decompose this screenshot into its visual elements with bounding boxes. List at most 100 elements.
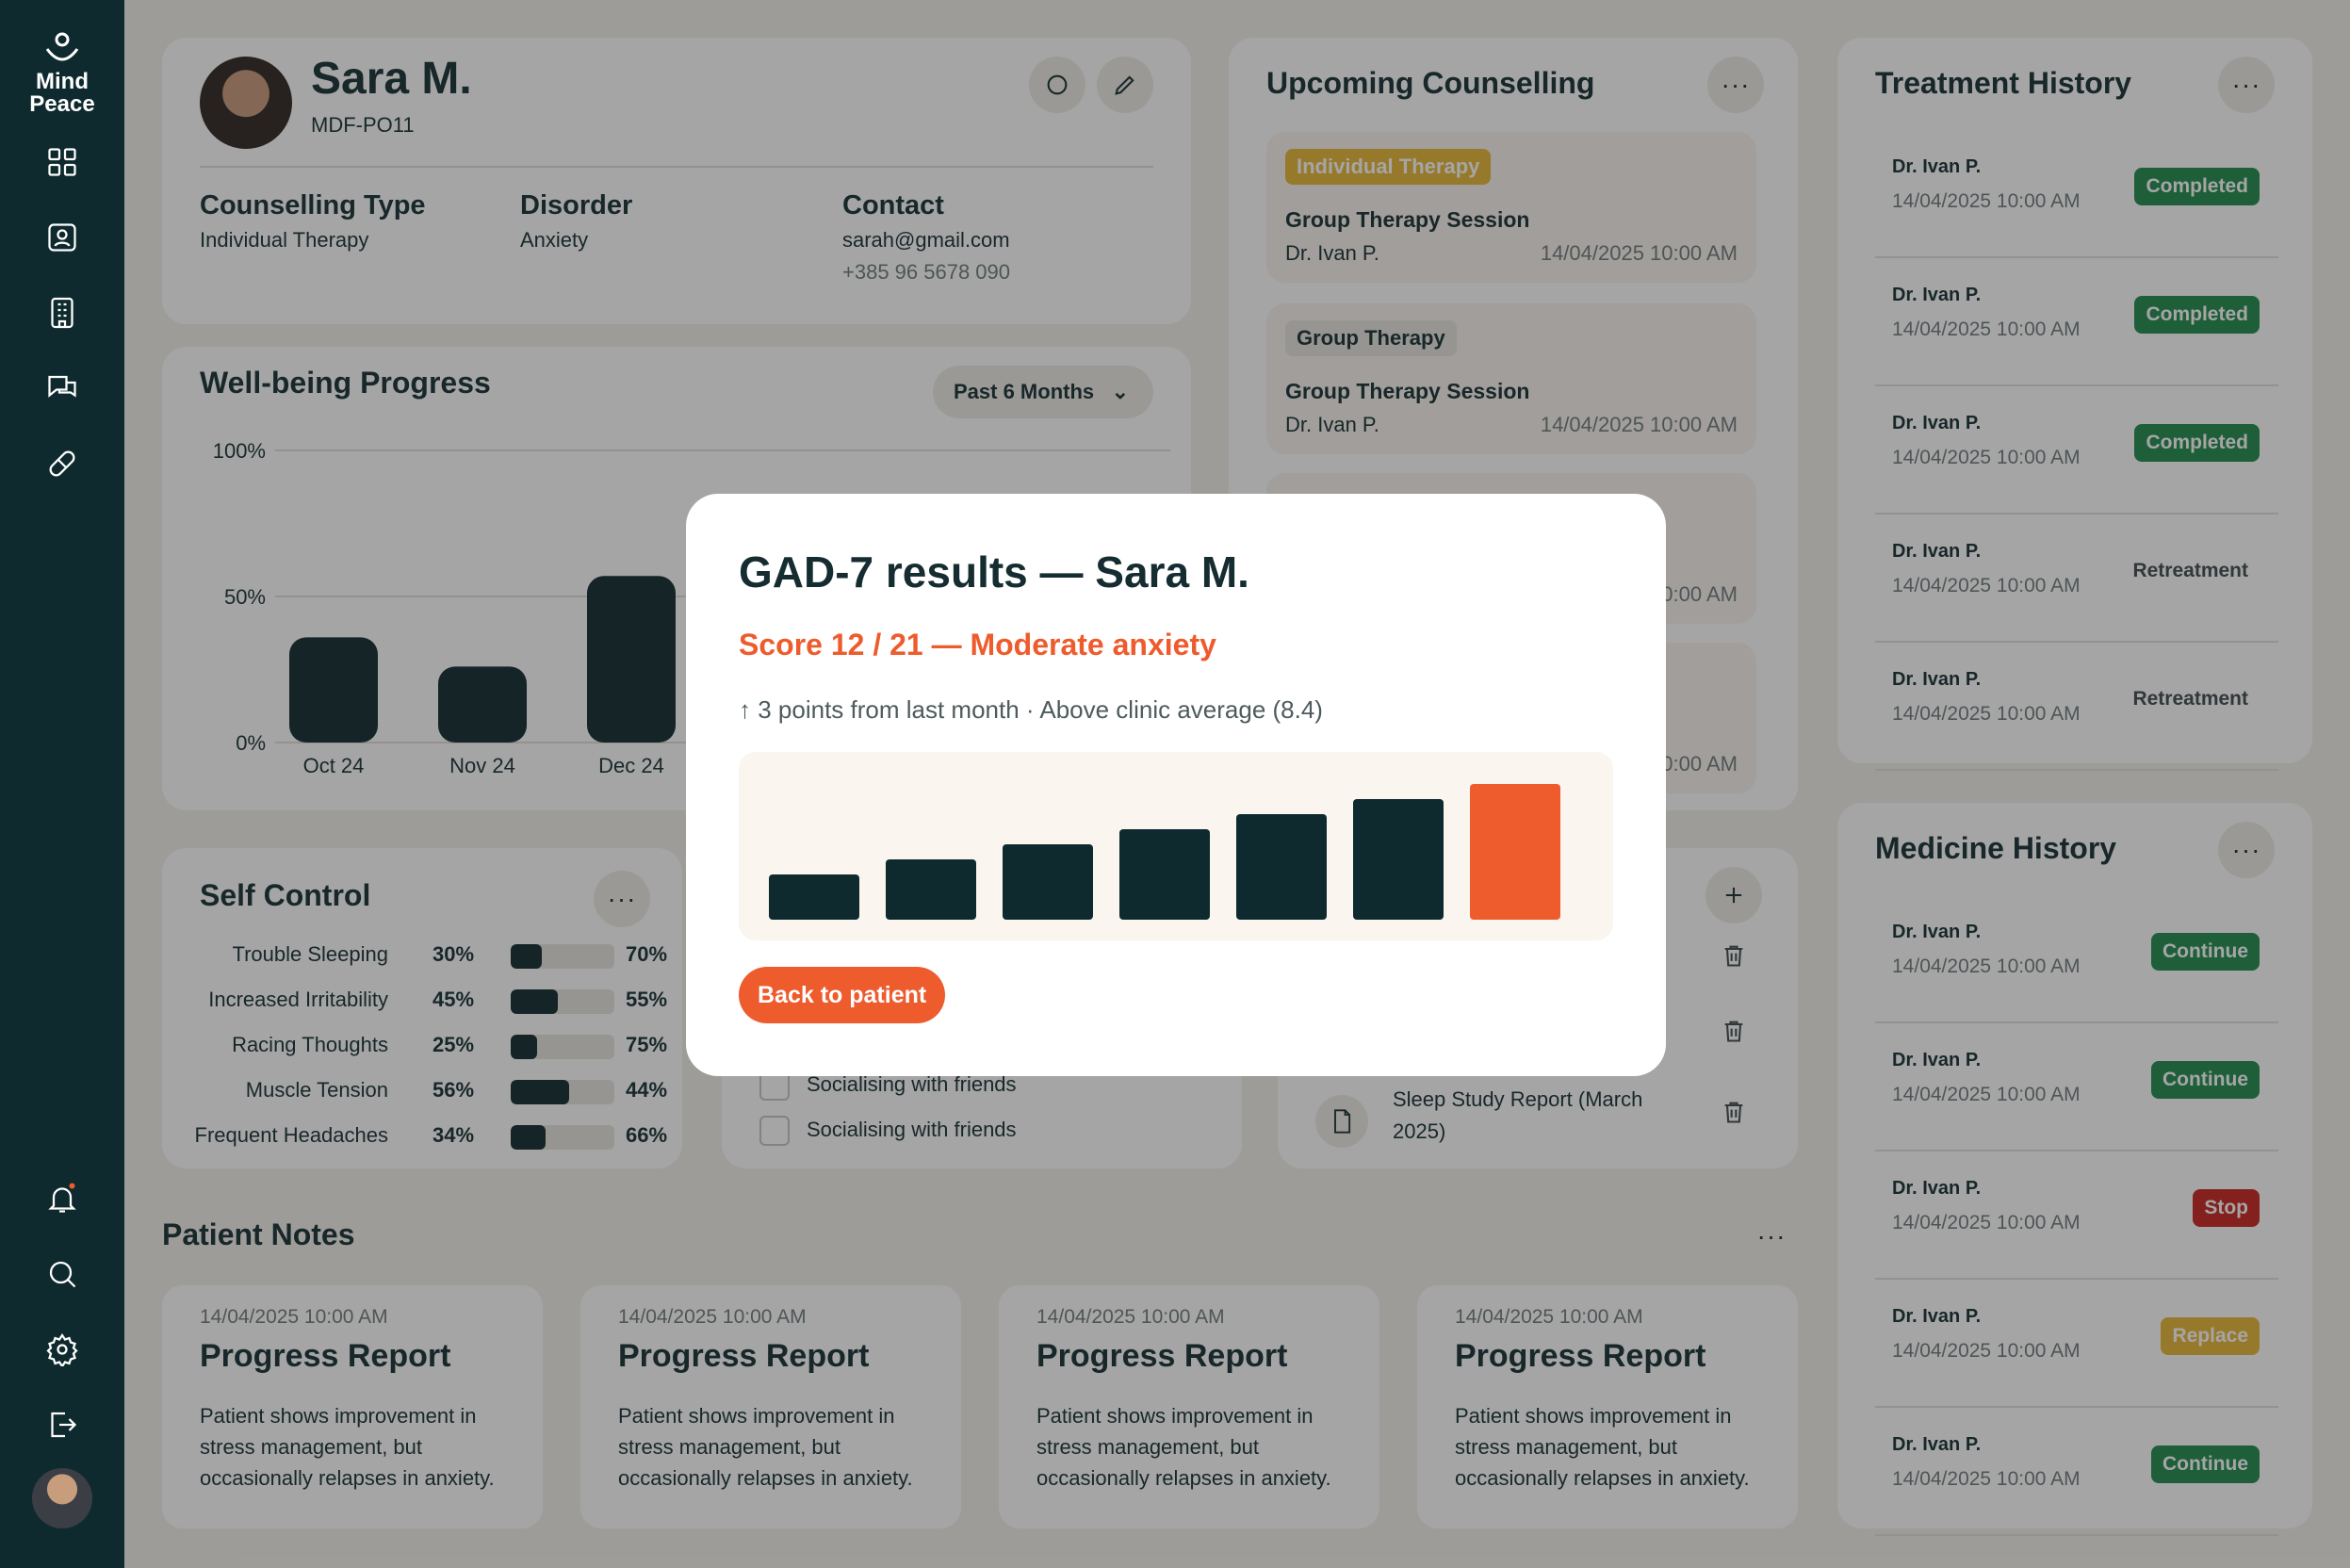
patient-profile-icon[interactable]: [41, 217, 83, 258]
search-icon[interactable]: [41, 1253, 83, 1295]
divider: [200, 166, 1153, 168]
gad7-score-bar: [769, 874, 859, 920]
pencil-icon: [1115, 75, 1134, 95]
message-button[interactable]: [1029, 57, 1085, 113]
gad7-results-modal: GAD-7 results — Sara M. Score 12 / 21 — …: [686, 494, 1666, 1076]
building-icon[interactable]: [41, 292, 83, 334]
app-logo: Mind Peace: [0, 32, 124, 116]
medicine-history-card: Medicine History ··· Dr. Ivan P. 14/04/20…: [1837, 803, 2312, 1536]
note-card[interactable]: 14/04/2025 10:00 AM Progress Report Patien…: [999, 1285, 1379, 1528]
self-control-more-button[interactable]: ···: [594, 871, 650, 927]
treatment-history-card: Treatment History ··· Dr. Ivan P. 14/04/2…: [1837, 38, 2312, 771]
symptom-progress-bar: [511, 1125, 614, 1150]
treatment-history-item[interactable]: Dr. Ivan P. 14/04/2025 10:00 AM Retreatmen…: [1875, 516, 2278, 643]
gad7-history-chart: [739, 752, 1613, 940]
edit-button[interactable]: [1097, 57, 1153, 113]
upcoming-title: Upcoming Counselling: [1266, 66, 1595, 100]
trash-icon[interactable]: [1705, 1018, 1762, 1055]
symptom-progress-bar: [511, 944, 614, 969]
add-document-button[interactable]: [1705, 867, 1762, 923]
document-name[interactable]: Sleep Study Report (March 2025): [1393, 1087, 1643, 1143]
self-control-title: Self Control: [200, 878, 371, 912]
lotus-logo-icon: [45, 32, 79, 61]
doctor-name: Dr. Ivan P.: [1892, 156, 1982, 177]
note-title: Progress Report: [200, 1338, 451, 1374]
dashboard-icon[interactable]: [41, 141, 83, 183]
note-body: Patient shows improvement in stress mana…: [618, 1404, 913, 1490]
medicine-pill-icon[interactable]: [41, 443, 83, 484]
progress-fill: [511, 989, 558, 1014]
trash-icon[interactable]: [1705, 942, 1762, 980]
y-tick-label: 50%: [224, 585, 266, 609]
session-time: 0:00 AM: [1661, 582, 1738, 606]
symptom-right-percent: 55%: [626, 988, 668, 1011]
treatment-more-button[interactable]: ···: [2218, 57, 2275, 113]
period-filter-label: Past 6 Months: [954, 380, 1095, 403]
session-time: 14/04/2025 10:00 AM: [1540, 241, 1738, 265]
session-card[interactable]: Group Therapy Group Therapy Session Dr. …: [1266, 303, 1756, 454]
session-title: Group Therapy Session: [1285, 379, 1530, 403]
wellbeing-bar[interactable]: [587, 576, 676, 743]
upcoming-more-button[interactable]: ···: [1707, 57, 1764, 113]
symptom-left-percent: 56%: [432, 1078, 475, 1102]
logo-line-1: Mind: [36, 69, 89, 94]
medicine-history-item[interactable]: Dr. Ivan P. 14/04/2025 10:00 AM Continue: [1875, 1410, 2278, 1536]
wellbeing-bar[interactable]: [438, 666, 527, 743]
treatment-history-item[interactable]: Dr. Ivan P. 14/04/2025 10:00 AM Completed: [1875, 388, 2278, 514]
medicine-history-item[interactable]: Dr. Ivan P. 14/04/2025 10:00 AM Continue: [1875, 897, 2278, 1023]
treatment-history-item[interactable]: Dr. Ivan P. 14/04/2025 10:00 AM Retreatmen…: [1875, 645, 2278, 771]
modal-score: Score 12 / 21 — Moderate anxiety: [739, 628, 1216, 662]
plus-icon: [1725, 887, 1742, 904]
note-card[interactable]: 14/04/2025 10:00 AM Progress Report Patien…: [580, 1285, 961, 1528]
note-time: 14/04/2025 10:00 AM: [200, 1306, 388, 1328]
contact-email[interactable]: sarah@gmail.com: [842, 228, 1010, 252]
symptom-left-percent: 30%: [432, 942, 475, 966]
chat-bubble-icon: [1047, 74, 1068, 95]
progress-fill: [511, 944, 542, 969]
settings-gear-icon[interactable]: [41, 1329, 83, 1370]
self-control-row: Frequent Headaches 34% 66%: [195, 1116, 671, 1155]
wellbeing-bar[interactable]: [289, 637, 378, 743]
medicine-more-button[interactable]: ···: [2218, 822, 2275, 878]
treatment-history-item[interactable]: Dr. Ivan P. 14/04/2025 10:00 AM Completed: [1875, 260, 2278, 386]
note-card[interactable]: 14/04/2025 10:00 AM Progress Report Patien…: [162, 1285, 543, 1528]
more-dots-icon: ···: [2231, 835, 2261, 864]
self-control-row: Increased Irritability 45% 55%: [200, 980, 671, 1020]
session-type-tag: Group Therapy: [1285, 320, 1457, 356]
symptom-left-percent: 25%: [432, 1033, 475, 1056]
history-time: 14/04/2025 10:00 AM: [1892, 447, 2081, 468]
notification-bell-icon[interactable]: [41, 1178, 83, 1219]
trash-icon[interactable]: [1705, 1099, 1762, 1136]
notes-more-button[interactable]: ···: [1743, 1208, 1800, 1265]
patient-id: MDF-PO11: [311, 113, 415, 137]
gad7-score-bar: [1003, 844, 1093, 920]
period-filter-dropdown[interactable]: Past 6 Months ⌄: [933, 366, 1153, 418]
note-time: 14/04/2025 10:00 AM: [1036, 1306, 1225, 1328]
treatment-history-item[interactable]: Dr. Ivan P. 14/04/2025 10:00 AM Completed: [1875, 132, 2278, 258]
medicine-history-item[interactable]: Dr. Ivan P. 14/04/2025 10:00 AM Replace: [1875, 1282, 2278, 1408]
medicine-history-item[interactable]: Dr. Ivan P. 14/04/2025 10:00 AM Stop: [1875, 1153, 2278, 1280]
self-control-card: Self Control ··· Trouble Sleeping 30% 70% I…: [162, 848, 682, 1168]
x-tick-label: Nov 24: [449, 754, 515, 777]
session-card[interactable]: Individual Therapy Group Therapy Session…: [1266, 132, 1756, 283]
note-body: Patient shows improvement in stress mana…: [200, 1404, 495, 1490]
progress-fill: [511, 1035, 537, 1059]
patient-avatar: [200, 57, 292, 149]
note-title: Progress Report: [1455, 1338, 1706, 1374]
doctor-name: Dr. Ivan P.: [1892, 1178, 1982, 1199]
logout-icon[interactable]: [41, 1404, 83, 1446]
medicine-history-item[interactable]: Dr. Ivan P. 14/04/2025 10:00 AM Continue: [1875, 1025, 2278, 1152]
messages-icon[interactable]: [41, 368, 83, 409]
x-tick-label: Oct 24: [303, 754, 365, 777]
modal-delta: ↑ 3 points from last month · Above clini…: [739, 695, 1323, 725]
wellbeing-bar-chart: 100% 50% 0% Oct 24 Nov 24 Dec 24: [213, 439, 1170, 777]
task-checkbox[interactable]: [759, 1116, 790, 1146]
contact-phone[interactable]: +385 96 5678 090: [842, 260, 1011, 284]
user-avatar[interactable]: [32, 1468, 92, 1528]
symptom-right-percent: 66%: [626, 1123, 668, 1147]
back-to-patient-button[interactable]: Back to patient: [739, 967, 946, 1023]
history-time: 14/04/2025 10:00 AM: [1892, 575, 2081, 596]
note-card[interactable]: 14/04/2025 10:00 AM Progress Report Patien…: [1417, 1285, 1798, 1528]
status-badge: Completed: [2134, 168, 2260, 205]
status-badge: Continue: [2151, 1061, 2260, 1099]
